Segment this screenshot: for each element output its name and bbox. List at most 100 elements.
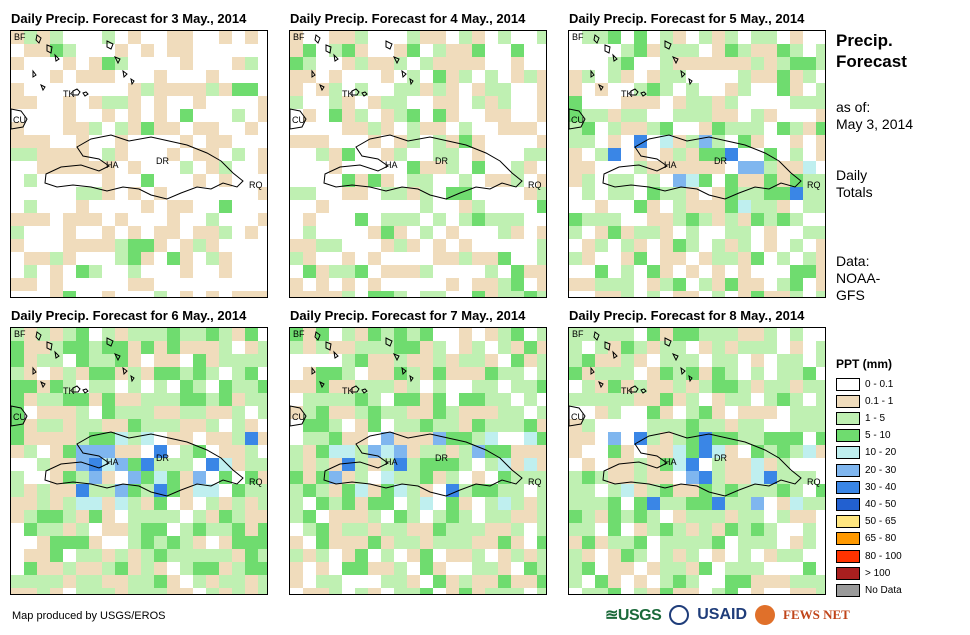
precip-cell xyxy=(803,265,816,278)
precip-cell xyxy=(621,458,634,471)
precip-cell xyxy=(50,354,63,367)
precip-cell xyxy=(524,419,537,432)
precip-cell xyxy=(232,57,245,70)
map-label-tk: TK xyxy=(63,89,75,99)
precip-cell xyxy=(511,484,524,497)
precip-cell xyxy=(660,328,673,341)
precip-cell xyxy=(608,484,621,497)
precip-cell xyxy=(89,187,102,200)
precip-cell xyxy=(498,419,511,432)
precip-cell xyxy=(485,432,498,445)
precip-cell xyxy=(219,135,232,148)
precip-cell xyxy=(511,122,524,135)
precip-cell xyxy=(582,484,595,497)
map-panel-3[interactable]: BF TK CU HA DR RQ xyxy=(568,30,826,298)
precip-cell xyxy=(738,174,751,187)
precip-cell xyxy=(537,471,546,484)
map-label-bf: BF xyxy=(572,32,584,42)
precip-cell xyxy=(63,341,76,354)
precip-cell xyxy=(290,31,303,44)
precip-cell xyxy=(63,96,76,109)
precip-cell xyxy=(89,213,102,226)
precip-cell xyxy=(329,96,342,109)
precip-cell xyxy=(608,31,621,44)
map-panel-5[interactable]: BF TK CU HA DR RQ xyxy=(289,327,547,595)
precip-cell xyxy=(394,484,407,497)
precip-cell xyxy=(511,278,524,291)
precip-cell xyxy=(660,31,673,44)
map-panel-6[interactable]: BF TK CU HA DR RQ xyxy=(568,327,826,595)
precip-cell xyxy=(232,406,245,419)
precip-cell xyxy=(115,367,128,380)
precip-cell xyxy=(433,380,446,393)
precip-cell xyxy=(459,588,472,594)
precip-cell xyxy=(63,419,76,432)
precip-cell xyxy=(355,393,368,406)
precip-cell xyxy=(725,44,738,57)
precip-cell xyxy=(790,174,803,187)
map-panel-4[interactable]: BF TK CU HA DR RQ xyxy=(10,327,268,595)
precip-cell xyxy=(712,148,725,161)
precip-cell xyxy=(537,109,546,122)
precip-cell xyxy=(446,354,459,367)
precip-cell xyxy=(368,122,381,135)
precip-cell xyxy=(128,562,141,575)
precip-cell xyxy=(206,161,219,174)
precip-cell xyxy=(303,328,316,341)
precip-cell xyxy=(89,57,102,70)
precip-cell xyxy=(816,226,825,239)
precip-cell xyxy=(569,354,582,367)
precip-cell xyxy=(537,83,546,96)
precip-cell xyxy=(290,239,303,252)
precip-cell xyxy=(180,549,193,562)
precip-cell xyxy=(537,174,546,187)
precip-cell xyxy=(459,549,472,562)
precip-cell xyxy=(102,96,115,109)
precip-cell xyxy=(433,471,446,484)
precip-grid xyxy=(569,328,825,594)
fews-seal-icon xyxy=(755,605,776,625)
as-of-label: as of: xyxy=(836,99,871,115)
precip-cell xyxy=(537,354,546,367)
precip-cell xyxy=(154,70,167,83)
precip-cell xyxy=(420,393,433,406)
precip-cell xyxy=(569,562,582,575)
precip-cell xyxy=(751,122,764,135)
precip-cell xyxy=(790,291,803,297)
map-label-ha: HA xyxy=(385,457,398,467)
precip-cell xyxy=(37,588,50,594)
precip-cell xyxy=(329,31,342,44)
precip-cell xyxy=(446,278,459,291)
precip-cell xyxy=(63,471,76,484)
precip-cell xyxy=(219,432,232,445)
map-panel-1[interactable]: BF TK CU HA DR RQ xyxy=(10,30,268,298)
precip-cell xyxy=(699,497,712,510)
precip-cell xyxy=(50,44,63,57)
precip-cell xyxy=(634,122,647,135)
precip-cell xyxy=(180,57,193,70)
precip-cell xyxy=(472,341,485,354)
precip-cell xyxy=(660,380,673,393)
precip-cell xyxy=(673,148,686,161)
precip-cell xyxy=(738,200,751,213)
map-panel-2[interactable]: BF TK CU HA DR RQ xyxy=(289,30,547,298)
precip-cell xyxy=(128,161,141,174)
precip-cell xyxy=(206,575,219,588)
precip-cell xyxy=(686,380,699,393)
precip-cell xyxy=(128,575,141,588)
precip-cell xyxy=(37,575,50,588)
precip-cell xyxy=(699,328,712,341)
precip-cell xyxy=(816,174,825,187)
precip-cell xyxy=(738,523,751,536)
legend-swatch xyxy=(836,532,860,546)
precip-cell xyxy=(219,83,232,96)
precip-cell xyxy=(89,393,102,406)
precip-cell xyxy=(420,161,433,174)
precip-cell xyxy=(569,510,582,523)
precip-cell xyxy=(50,497,63,510)
precip-cell xyxy=(608,341,621,354)
precip-cell xyxy=(154,575,167,588)
precip-cell xyxy=(569,70,582,83)
precip-cell xyxy=(751,380,764,393)
precip-cell xyxy=(803,200,816,213)
